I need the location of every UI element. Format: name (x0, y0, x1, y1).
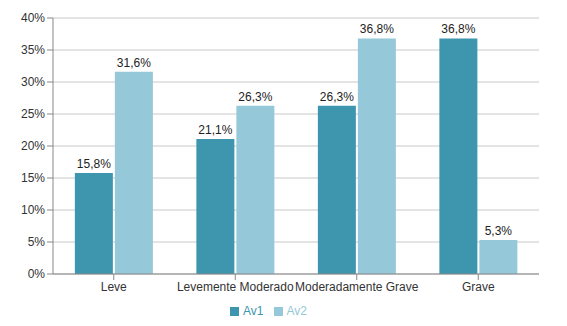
html-text:Av2: Av2 (286, 304, 307, 318)
svg-text:5,3%: 5,3% (485, 224, 513, 238)
html-text:Av1: Av1 (243, 304, 264, 318)
svg-text:0%: 0% (28, 267, 46, 281)
svg-text:35%: 35% (21, 43, 45, 57)
svg-text:15,8%: 15,8% (77, 157, 111, 171)
svg-text:31,6%: 31,6% (117, 56, 151, 70)
svg-text:21,1%: 21,1% (198, 123, 232, 137)
svg-text:26,3%: 26,3% (320, 90, 354, 104)
svg-text:10%: 10% (21, 203, 45, 217)
svg-text:20%: 20% (21, 139, 45, 153)
svg-text:Grave: Grave (462, 280, 495, 294)
svg-text:15%: 15% (21, 171, 45, 185)
svg-text:5%: 5% (28, 235, 46, 249)
svg-text:Levemente Moderado: Levemente Moderado (177, 280, 294, 294)
svg-text:Moderadamente Grave: Moderadamente Grave (295, 280, 419, 294)
svg-text:36,8%: 36,8% (360, 22, 394, 36)
svg-text:26,3%: 26,3% (238, 90, 272, 104)
svg-text:25%: 25% (21, 107, 45, 121)
svg-text:40%: 40% (21, 11, 45, 25)
svg-text:30%: 30% (21, 75, 45, 89)
svg-text:Leve: Leve (101, 280, 127, 294)
svg-text:36,8%: 36,8% (441, 22, 475, 36)
